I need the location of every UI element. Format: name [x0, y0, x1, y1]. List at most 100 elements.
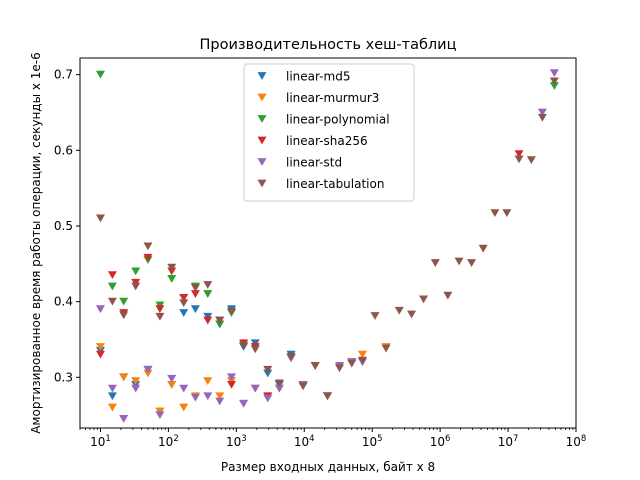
legend-marker-linear-polynomial: [257, 115, 267, 123]
data-point-linear-tabulation-32: [478, 244, 488, 253]
y-tick-label: 0.6: [54, 143, 73, 157]
data-point-linear-tabulation-37: [537, 113, 547, 122]
y-axis: 0.3 0.4 0.5 0.6 0.7: [54, 68, 80, 384]
legend: linear-md5 linear-murmur3 linear-polynomia…: [243, 63, 415, 202]
data-point-linear-std-6: [167, 374, 177, 383]
data-point-linear-tabulation-1: [107, 297, 117, 306]
data-point-linear-std-24: [549, 69, 559, 78]
x-tick-label: 101: [90, 434, 111, 449]
legend-label-linear-md5: linear-md5: [286, 70, 350, 84]
legend-box: [243, 63, 415, 202]
data-point-linear-tabulation-7: [179, 299, 189, 308]
data-point-linear-tabulation-24: [381, 344, 391, 353]
data-point-linear-polynomial-6: [167, 275, 177, 283]
data-point-linear-tabulation-6: [167, 263, 177, 272]
data-point-linear-tabulation-35: [514, 155, 524, 164]
data-point-linear-murmur3-2: [119, 373, 129, 382]
data-point-linear-std-2: [119, 415, 129, 423]
data-point-linear-tabulation-14: [263, 365, 273, 374]
y-tick-label: 0.4: [54, 295, 73, 309]
data-point-linear-sha256-0: [95, 350, 105, 359]
data-point-linear-std-11: [227, 373, 237, 382]
data-point-linear-tabulation-5: [155, 312, 165, 321]
data-point-linear-murmur3-22: [358, 350, 368, 359]
data-point-linear-std-14: [263, 394, 273, 403]
data-point-linear-murmur3-1: [107, 403, 117, 412]
data-point-linear-tabulation-8: [190, 284, 200, 292]
data-point-linear-murmur3-0: [95, 343, 105, 351]
data-point-linear-tabulation-31: [467, 259, 477, 267]
chart-title: Производительность хеш-таблиц: [200, 37, 457, 53]
data-point-linear-tabulation-15: [274, 379, 284, 388]
data-point-linear-tabulation-12: [239, 341, 249, 350]
data-point-linear-md5-1: [107, 392, 117, 401]
data-point-linear-tabulation-22: [358, 356, 368, 365]
y-tick-label: 0.5: [54, 219, 73, 233]
data-point-linear-tabulation-3: [131, 282, 141, 291]
legend-label-linear-tabulation: linear-tabulation: [286, 177, 384, 191]
data-point-linear-std-0: [95, 305, 105, 314]
data-point-linear-std-7: [179, 384, 189, 393]
legend-label-linear-sha256: linear-sha256: [286, 134, 368, 148]
legend-marker-linear-tabulation: [257, 179, 267, 188]
data-point-linear-md5-8: [190, 305, 200, 314]
legend-label-linear-murmur3: linear-murmur3: [286, 91, 379, 105]
data-point-linear-tabulation-25: [394, 306, 404, 315]
data-point-linear-sha256-5: [155, 305, 165, 314]
data-point-linear-sha256-1: [107, 271, 117, 280]
data-point-linear-tabulation-23: [370, 312, 380, 320]
data-point-linear-murmur3-10: [215, 392, 225, 401]
x-tick-label: 107: [498, 434, 519, 449]
data-point-linear-sha256-15: [514, 150, 524, 158]
data-point-linear-tabulation-17: [298, 382, 308, 391]
data-point-linear-sha256-11: [227, 380, 237, 389]
data-point-linear-sha256-4: [143, 253, 153, 262]
data-point-linear-tabulation-26: [407, 310, 417, 319]
legend-label-linear-std: linear-std: [286, 156, 342, 170]
data-point-linear-std-10: [215, 397, 225, 406]
data-point-linear-tabulation-16: [286, 352, 296, 361]
legend-marker-linear-std: [257, 158, 267, 166]
data-point-linear-tabulation-34: [502, 209, 512, 218]
data-point-linear-std-15: [274, 384, 284, 393]
data-point-linear-tabulation-10: [215, 316, 225, 325]
data-point-linear-sha256-9: [203, 316, 213, 325]
x-tick-label: 105: [362, 434, 383, 449]
data-point-linear-tabulation-33: [490, 209, 500, 218]
data-point-linear-tabulation-27: [419, 295, 429, 304]
data-point-linear-tabulation-21: [347, 359, 357, 368]
data-point-linear-tabulation-13: [250, 345, 260, 354]
data-point-linear-murmur3-9: [203, 377, 213, 385]
data-point-linear-tabulation-4: [143, 242, 153, 251]
data-point-linear-tabulation-29: [443, 291, 453, 300]
data-point-linear-polynomial-0: [95, 70, 105, 79]
legend-marker-linear-sha256: [257, 136, 267, 145]
y-tick-label: 0.7: [54, 68, 73, 82]
legend-marker-linear-md5: [257, 72, 267, 80]
data-point-linear-std-13: [250, 384, 260, 393]
data-point-linear-std-1: [107, 384, 117, 393]
x-tick-label: 102: [158, 434, 179, 449]
data-point-linear-polynomial-2: [119, 297, 129, 306]
data-point-linear-std-23: [537, 108, 547, 117]
data-point-linear-tabulation-9: [203, 281, 213, 289]
data-point-linear-tabulation-11: [227, 307, 237, 316]
data-point-linear-murmur3-7: [179, 403, 189, 412]
data-point-linear-std-4: [143, 365, 153, 374]
data-point-linear-std-12: [239, 399, 249, 408]
data-point-linear-murmur3-3: [131, 377, 141, 385]
data-point-linear-tabulation-36: [526, 156, 536, 165]
data-point-linear-tabulation-30: [454, 257, 464, 266]
data-point-linear-murmur3-6: [167, 380, 177, 389]
x-axis: 101 102 103 104 105 106 107 108: [79, 428, 586, 449]
data-point-linear-tabulation-28: [430, 259, 440, 267]
legend-label-linear-polynomial: linear-polynomial: [286, 113, 390, 127]
data-point-linear-tabulation-38: [549, 77, 559, 86]
x-tick-label: 106: [430, 434, 451, 449]
plot-area: [95, 69, 559, 423]
data-point-linear-polynomial-9: [203, 290, 213, 298]
data-point-linear-std-8: [190, 393, 200, 402]
data-point-linear-std-3: [131, 384, 141, 393]
data-point-linear-tabulation-18: [310, 362, 320, 370]
